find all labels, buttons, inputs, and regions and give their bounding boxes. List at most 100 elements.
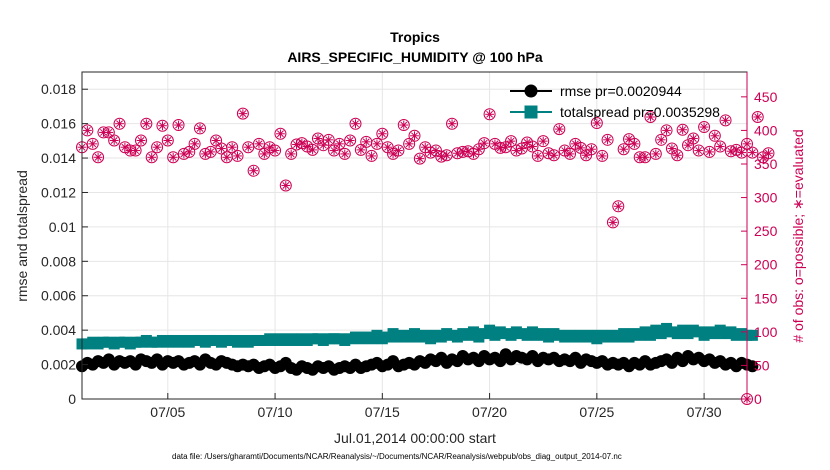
obs-count-stroke: [244, 143, 252, 151]
obs-count-circle: [167, 151, 180, 164]
x-tick-label: 07/20: [472, 404, 507, 420]
obs-count-circle: [269, 144, 282, 157]
obs-count-stroke: [716, 143, 724, 150]
obs-count-point: [676, 123, 689, 136]
obs-count-stroke: [480, 139, 488, 147]
obs-count-stroke: [641, 153, 649, 161]
obs-count-circle: [537, 135, 550, 148]
obs-count-circle: [140, 117, 153, 130]
y-tick-label: 0.002: [41, 357, 76, 373]
rmse-point: [746, 360, 759, 373]
y-right-tick-label: 0: [754, 391, 762, 407]
legend-totalspread-marker: [524, 105, 538, 119]
obs-count-point: [183, 145, 196, 158]
obs-count-point: [590, 117, 603, 130]
obs-count-stroke: [153, 143, 161, 151]
obs-count-point: [472, 143, 485, 156]
y-tick-label: 0.016: [41, 116, 76, 132]
obs-count-stroke: [303, 143, 311, 150]
obs-count-circle: [188, 137, 201, 150]
obs-count-circle: [590, 117, 603, 130]
obs-count-stroke: [271, 147, 279, 155]
y-tick-label: 0.01: [49, 219, 76, 235]
obs-count-stroke: [384, 143, 392, 151]
obs-count-stroke: [550, 151, 558, 159]
chart-subtitle: AIRS_SPECIFIC_HUMIDITY @ 100 hPa: [287, 49, 543, 65]
obs-count-stroke: [373, 140, 381, 148]
x-tick-label: 07/25: [579, 404, 614, 420]
obs-count-point: [188, 137, 201, 150]
obs-count-stroke: [325, 136, 333, 144]
obs-count-circle: [649, 147, 662, 160]
obs-count-point: [279, 179, 292, 192]
obs-count-stroke: [121, 143, 129, 151]
obs-count-circle: [601, 133, 614, 146]
data-file-footnote: data file: /Users/gharamti/Documents/NCA…: [172, 452, 622, 461]
obs-count-stroke: [689, 135, 697, 142]
x-tick-label: 07/15: [365, 404, 400, 420]
obs-count-stroke: [598, 152, 606, 160]
obs-count-point: [226, 141, 239, 154]
obs-count-point: [108, 134, 121, 147]
obs-count-point: [708, 129, 721, 142]
obs-count-point: [156, 119, 169, 132]
obs-count-circle: [585, 143, 598, 156]
obs-count-circle: [231, 149, 244, 162]
obs-count-circle: [698, 121, 711, 134]
obs-count-stroke: [722, 116, 730, 124]
obs-count-point: [129, 144, 142, 157]
totalspread-point: [746, 329, 758, 341]
obs-count-point: [338, 147, 351, 160]
obs-count-point: [644, 110, 657, 123]
obs-count-point: [596, 149, 609, 162]
obs-count-point: [376, 127, 389, 140]
obs-count-stroke: [169, 153, 177, 161]
obs-count-point: [86, 137, 99, 150]
obs-count-series: [76, 107, 775, 405]
obs-count-point: [381, 141, 394, 154]
obs-count-stroke: [212, 137, 220, 144]
obs-count-point: [408, 129, 421, 142]
obs-count-circle: [134, 134, 147, 147]
obs-count-circle: [338, 147, 351, 160]
obs-count-circle: [612, 200, 625, 213]
obs-count-point: [403, 137, 416, 150]
obs-count-stroke: [362, 138, 370, 146]
obs-count-stroke: [705, 148, 713, 156]
obs-count-stroke: [593, 119, 601, 127]
obs-count-circle: [628, 137, 641, 150]
obs-count-point: [397, 119, 410, 132]
obs-count-point: [612, 200, 625, 213]
obs-count-point: [698, 121, 711, 134]
obs-count-circle: [204, 145, 217, 158]
obs-count-stroke: [142, 120, 150, 128]
obs-count-stroke: [529, 143, 536, 150]
obs-count-point: [617, 143, 630, 156]
obs-count-circle: [349, 117, 362, 130]
obs-count-circle: [397, 119, 410, 132]
obs-count-circle: [676, 123, 689, 136]
obs-count-stroke: [282, 182, 290, 189]
obs-count-circle: [306, 143, 319, 156]
obs-count-stroke: [577, 144, 585, 152]
obs-count-circle: [526, 140, 539, 153]
obs-count-stroke: [405, 140, 413, 148]
obs-count-stroke: [389, 150, 397, 158]
obs-count-circle: [252, 137, 265, 150]
y-right-tick-label: 150: [754, 290, 778, 306]
obs-count-circle: [344, 134, 357, 147]
obs-count-point: [413, 152, 426, 165]
obs-count-circle: [113, 117, 126, 130]
obs-count-point: [665, 142, 678, 155]
obs-count-stroke: [566, 150, 574, 158]
obs-count-stroke: [625, 135, 633, 143]
obs-count-point: [172, 119, 185, 132]
y-tick-label: 0.004: [41, 322, 76, 338]
obs-count-circle: [617, 143, 630, 156]
legend: rmse pr=0.0020944 totalspread pr=0.00352…: [510, 83, 720, 120]
obs-count-point: [687, 132, 700, 145]
obs-count-stroke: [94, 153, 102, 161]
obs-count-stroke: [83, 126, 91, 134]
obs-count-stroke: [185, 148, 193, 156]
obs-count-stroke: [432, 147, 440, 155]
